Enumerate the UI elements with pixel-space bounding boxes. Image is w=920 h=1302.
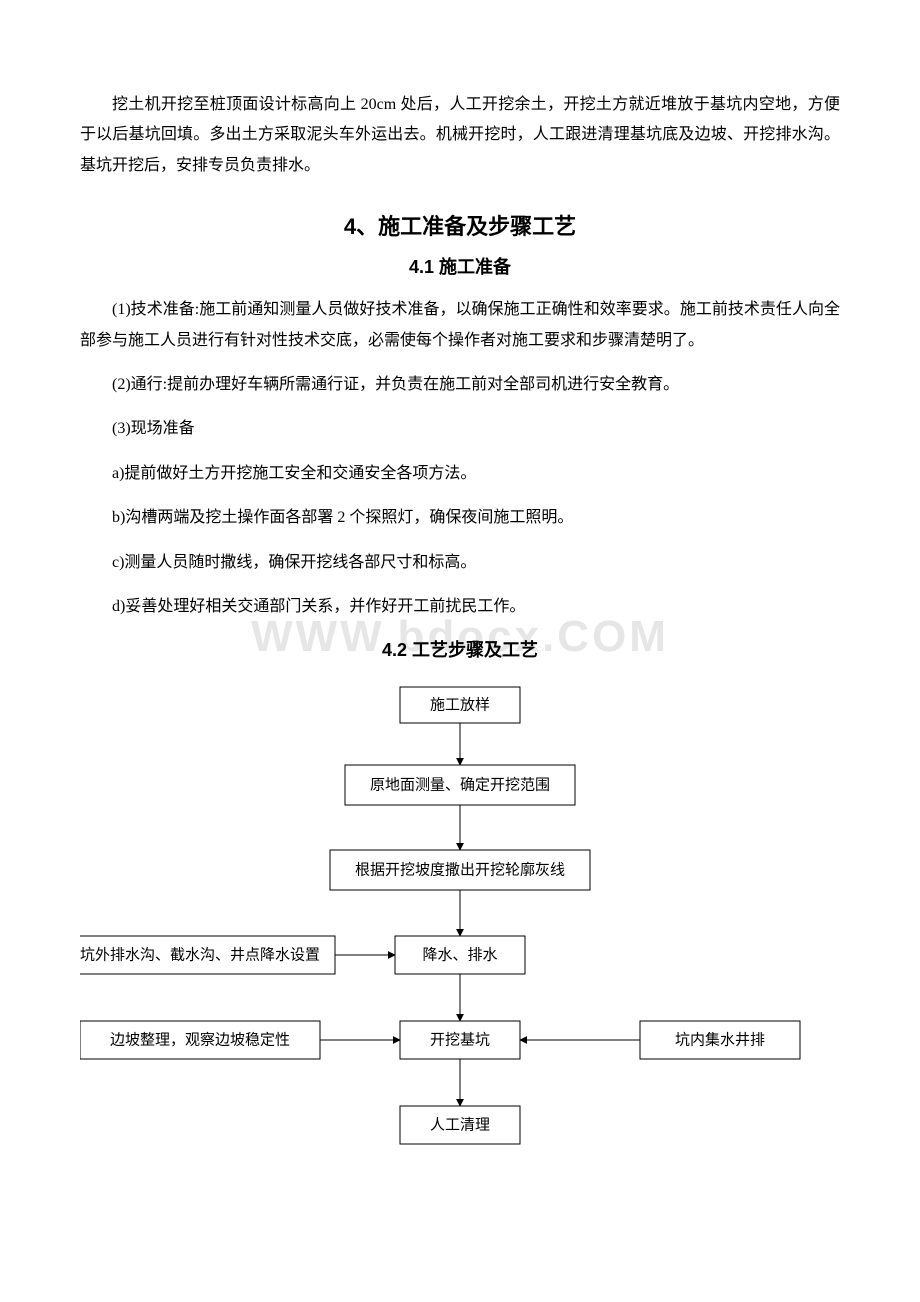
flow-node-n6: 人工清理 <box>400 1106 520 1144</box>
sub-heading-2: 4.2 工艺步骤及工艺 <box>80 636 840 662</box>
svg-text:人工清理: 人工清理 <box>430 1117 490 1134</box>
flow-node-n2: 原地面测量、确定开挖范围 <box>345 765 575 805</box>
prep-a: a)提前做好土方开挖施工安全和交通安全各项方法。 <box>80 459 840 489</box>
svg-text:根据开挖坡度撒出开挖轮廓灰线: 根据开挖坡度撒出开挖轮廓灰线 <box>355 862 565 879</box>
svg-text:施工放样: 施工放样 <box>430 697 490 714</box>
prep-c: c)测量人员随时撒线，确保开挖线各部尺寸和标高。 <box>80 548 840 578</box>
svg-text:开挖基坑: 开挖基坑 <box>430 1032 490 1049</box>
flow-node-n5: 开挖基坑 <box>400 1021 520 1059</box>
sub-heading-1: 4.1 施工准备 <box>80 253 840 279</box>
flow-node-n1: 施工放样 <box>400 687 520 723</box>
flow-node-s5r: 坑内集水井排 <box>640 1021 800 1059</box>
flow-node-s5l: 边坡整理，观察边坡稳定性 <box>80 1021 320 1059</box>
svg-text:坑外排水沟、截水沟、井点降水设置: 坑外排水沟、截水沟、井点降水设置 <box>80 947 320 964</box>
flow-node-n4: 降水、排水 <box>395 936 525 974</box>
flowchart-svg: 施工放样原地面测量、确定开挖范围根据开挖坡度撒出开挖轮廓灰线降水、排水开挖基坑人… <box>80 680 840 1150</box>
prep-p3: (3)现场准备 <box>80 414 840 444</box>
flow-node-n3: 根据开挖坡度撒出开挖轮廓灰线 <box>330 850 590 890</box>
svg-text:边坡整理，观察边坡稳定性: 边坡整理，观察边坡稳定性 <box>110 1031 290 1049</box>
prep-p1: (1)技术准备:施工前通知测量人员做好技术准备，以确保施工正确性和效率要求。施工… <box>80 295 840 356</box>
svg-text:坑内集水井排: 坑内集水井排 <box>675 1032 765 1049</box>
svg-text:原地面测量、确定开挖范围: 原地面测量、确定开挖范围 <box>370 777 550 794</box>
page-content: 挖土机开挖至桩顶面设计标高向上 20cm 处后，人工开挖余土，开挖土方就近堆放于… <box>80 90 840 1150</box>
intro-paragraph: 挖土机开挖至桩顶面设计标高向上 20cm 处后，人工开挖余土，开挖土方就近堆放于… <box>80 90 840 181</box>
flow-node-s4: 坑外排水沟、截水沟、井点降水设置 <box>80 936 335 974</box>
prep-p2: (2)通行:提前办理好车辆所需通行证，并负责在施工前对全部司机进行安全教育。 <box>80 370 840 400</box>
flowchart-container: 施工放样原地面测量、确定开挖范围根据开挖坡度撒出开挖轮廓灰线降水、排水开挖基坑人… <box>80 680 840 1150</box>
prep-b: b)沟槽两端及挖土操作面各部署 2 个探照灯，确保夜间施工照明。 <box>80 503 840 533</box>
svg-text:降水、排水: 降水、排水 <box>422 947 497 964</box>
section-heading: 4、施工准备及步骤工艺 <box>80 209 840 241</box>
prep-d: d)妥善处理好相关交通部门关系，并作好开工前扰民工作。 <box>80 592 840 622</box>
